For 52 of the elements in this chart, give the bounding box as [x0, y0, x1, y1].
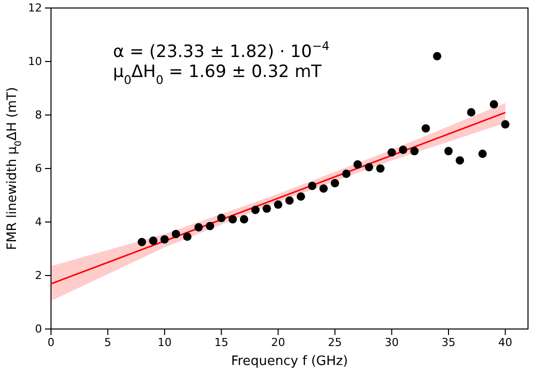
x-tick-label: 15	[214, 336, 228, 349]
y-tick-label: 12	[28, 2, 42, 15]
x-tick-label: 25	[328, 336, 342, 349]
x-tick-label: 40	[498, 336, 512, 349]
point	[398, 146, 408, 154]
point	[138, 238, 146, 246]
y-tick-label: 2	[35, 269, 42, 282]
point	[274, 200, 282, 209]
point	[319, 184, 328, 193]
x-tick-label: 20	[271, 336, 286, 349]
x-tick-label: 10	[158, 336, 172, 349]
point	[183, 232, 192, 241]
point	[342, 170, 350, 178]
point	[217, 214, 226, 222]
point	[308, 182, 316, 190]
point	[330, 179, 340, 188]
point	[478, 150, 487, 158]
point	[353, 160, 362, 169]
point	[410, 146, 419, 156]
point	[285, 196, 294, 205]
x-tick-label: 30	[384, 336, 399, 349]
point	[296, 192, 306, 201]
y-tick-label: 10	[28, 55, 42, 68]
point	[262, 204, 271, 213]
y-tick-label: 4	[35, 216, 42, 229]
x-tick-label: 35	[442, 336, 456, 349]
point	[456, 156, 464, 165]
point	[422, 124, 430, 133]
y-tick-label: 0	[35, 322, 42, 336]
point	[432, 52, 442, 60]
point	[194, 223, 203, 232]
y-tick-label: 6	[35, 162, 42, 176]
point	[467, 108, 476, 116]
point	[206, 222, 214, 230]
point	[149, 236, 158, 245]
x-axis-title: Frequency f (GHz)	[231, 354, 348, 369]
point	[251, 206, 260, 214]
point	[240, 215, 248, 224]
y-tick-label: 8	[35, 108, 42, 122]
point	[388, 148, 396, 157]
point	[160, 235, 169, 244]
point	[376, 164, 385, 173]
x-tick-label: 5	[104, 336, 112, 349]
point	[228, 215, 237, 224]
point	[172, 230, 180, 238]
point	[490, 100, 498, 108]
point	[364, 162, 374, 172]
point	[444, 146, 453, 156]
point	[501, 120, 510, 129]
annotation: α = (23.33 ± 1.82) · 10$^{−4}$	[113, 39, 330, 62]
x-tick-label: 0	[48, 336, 54, 349]
annotation: μ$_{0}$ΔH$_{0}$ = 1.69 ± 0.32 mT	[113, 62, 322, 87]
